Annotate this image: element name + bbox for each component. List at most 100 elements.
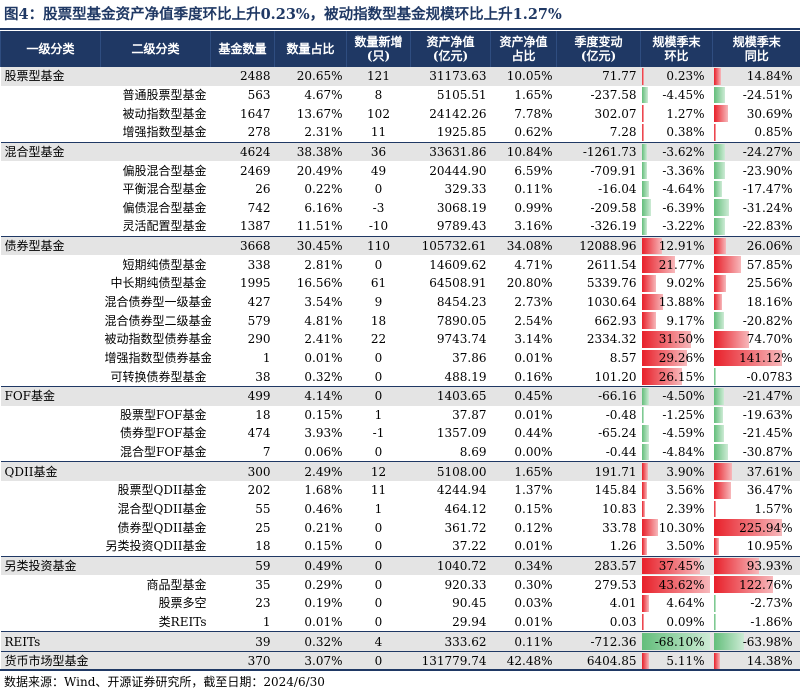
source-note: 数据来源：Wind、开源证券研究所，截至日期：2024/6/30 <box>4 675 325 689</box>
table-cell: 0.03% <box>514 596 553 611</box>
databar-fill <box>713 199 729 217</box>
table-cell: 3.54% <box>304 295 343 309</box>
table-cell: 20.49% <box>296 163 343 178</box>
databar-value: 9.17% <box>666 313 705 328</box>
table-cell: 债券型FOF基金 <box>120 426 207 441</box>
table-cell: 662.93 <box>594 313 637 328</box>
databar-fill <box>641 275 656 292</box>
databar-fill <box>641 482 648 499</box>
table-cell <box>100 631 211 652</box>
table-cell: 31.50% <box>641 330 713 349</box>
table-cell: 0.38% <box>641 123 713 142</box>
databar-value: -30.87% <box>742 445 793 460</box>
table-cell: 29.94 <box>452 614 487 629</box>
table-cell: 474 <box>247 426 271 441</box>
table-cell: 4 <box>346 631 411 652</box>
table-cell: 0 <box>374 577 383 592</box>
table-cell: 10.05% <box>490 65 557 86</box>
table-cell: 1 <box>262 350 271 365</box>
table-cell: 36.47% <box>713 481 800 500</box>
table-cell: 4.67% <box>304 87 343 102</box>
table-cell: 4.14% <box>274 385 347 406</box>
table-cell: 0 <box>374 369 383 384</box>
databar-fill <box>713 406 723 424</box>
table-cell: 49 <box>370 163 387 178</box>
table-cell: 1 <box>374 407 383 422</box>
table-cell: 1925.85 <box>436 125 487 140</box>
databar-fill <box>713 576 773 593</box>
table-cell: 0 <box>346 555 411 576</box>
databar-value: -21.47% <box>742 389 793 404</box>
databar-fill <box>713 557 759 575</box>
databar-value: -17.47% <box>742 182 793 197</box>
databar-fill <box>641 594 649 612</box>
table-cell: 0 <box>374 350 383 365</box>
table-cell: 37.45% <box>640 555 713 576</box>
table-row: 被动指数型债券基金 290 2.41% 22 9743.74 3.14% 2334.32 31… <box>1 330 800 349</box>
table-cell: 20.80% <box>506 276 553 291</box>
table-cell: 0.46% <box>304 502 343 517</box>
databar-value: -63.98% <box>742 634 793 649</box>
table-cell: 30.69% <box>713 104 800 123</box>
table-cell: -4.64% <box>641 180 713 199</box>
table-cell: 0.29% <box>304 577 343 592</box>
table-cell: -4.50% <box>640 385 713 406</box>
table-cell: 59 <box>210 555 275 576</box>
databar-value: 30.69% <box>746 106 793 121</box>
table-cell: 可转换债券型基金 <box>110 369 207 384</box>
table-cell: -0.48 <box>605 407 637 422</box>
table-group-row: 另类投资基金 59 0.49% 0 1040.72 0.34% 283.57 37.45% 93… <box>0 555 800 576</box>
table-cell: -4.59% <box>641 424 713 443</box>
table-cell: 145.84 <box>594 483 637 498</box>
table-cell: 122.76% <box>713 575 800 594</box>
table-cell: 4244.94 <box>436 483 487 498</box>
table-cell: 股票多空 <box>158 596 207 611</box>
databar-fill <box>713 538 719 555</box>
table-cell: 8 <box>374 87 383 102</box>
table-cell: -209.58 <box>590 200 637 215</box>
table-cell <box>1 198 101 217</box>
table-cell: 0.44% <box>514 426 553 441</box>
table-cell: 93.93% <box>712 555 800 576</box>
table-cell: 26.15% <box>641 367 713 386</box>
table-cell: 6.16% <box>304 200 343 215</box>
databar-fill <box>641 312 656 329</box>
table-cell: 2469 <box>239 163 271 178</box>
databar-fill <box>713 519 782 537</box>
databar-value: -1.25% <box>662 407 705 422</box>
table-cell <box>1 481 101 500</box>
table-cell: 0.01% <box>514 407 553 422</box>
table-cell: -63.98% <box>712 631 800 652</box>
table-cell: -1 <box>372 426 385 441</box>
databar-value: -2.73% <box>750 596 793 611</box>
table-cell: -66.16 <box>556 385 641 406</box>
table-cell: 类REITs <box>158 614 207 629</box>
table-cell: 6.59% <box>514 163 553 178</box>
table-cell: 3068.19 <box>436 200 487 215</box>
table-row: 股票型QDII基金 202 1.68% 11 4244.94 1.37% 145.84 3.5… <box>1 481 800 500</box>
table-cell: 0.30% <box>514 577 553 592</box>
table-row: 增强指数型债券基金 1 0.01% 0 37.86 0.01% 8.57 29.26% 141.… <box>1 349 800 368</box>
table-cell: 0.06% <box>304 445 343 460</box>
databar-fill <box>641 68 644 85</box>
databar-value: 4.64% <box>666 596 705 611</box>
databar-fill <box>641 633 710 650</box>
table-cell: 偏债混合型基金 <box>122 200 207 215</box>
table-cell <box>1 406 101 425</box>
databar-value: -0.0783 <box>746 369 793 384</box>
databar-fill <box>713 594 716 612</box>
databar-fill <box>641 425 649 442</box>
table-cell: 5105.51 <box>436 87 487 102</box>
table-cell: 13.88% <box>641 293 713 312</box>
table-cell: 11.51% <box>296 219 343 234</box>
table-cell: 90.45 <box>452 596 487 611</box>
table-cell: 0 <box>346 650 411 671</box>
table-cell: 7 <box>262 445 271 460</box>
databar-value: -24.27% <box>742 144 793 159</box>
databar-fill <box>641 538 647 555</box>
table-cell: 4.01 <box>609 596 637 611</box>
table-cell: 货币市场型基金 <box>0 650 101 671</box>
table-cell: 42.48% <box>490 650 557 671</box>
table-cell: -1.25% <box>641 406 713 425</box>
databar-fill <box>641 406 644 424</box>
